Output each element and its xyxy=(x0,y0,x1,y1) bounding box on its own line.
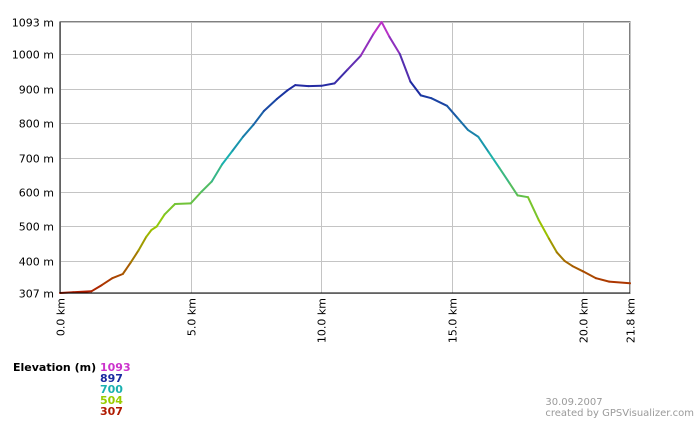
profile-segment xyxy=(189,191,203,205)
y-tick-label: 900 m xyxy=(19,84,54,97)
profile-segment xyxy=(111,273,124,280)
profile-segment xyxy=(409,80,422,97)
profile-segment xyxy=(477,135,490,154)
legend-value-1093: 1093 xyxy=(100,361,131,374)
x-tick-label: 5.0 km xyxy=(186,298,199,336)
x-tick-label: 21.8 km xyxy=(625,298,638,343)
profile-segment xyxy=(430,97,448,107)
y-tick-labels: 307 m 400 m 500 m 600 m 700 m 800 m 900 m 1000 … xyxy=(12,17,54,301)
profile-segment xyxy=(581,270,597,280)
profile-segment xyxy=(100,277,114,287)
profile-segment xyxy=(137,235,148,252)
y-tick-label: 1000 m xyxy=(12,49,54,62)
x-tick-label: 10.0 km xyxy=(316,298,329,343)
profile-segment xyxy=(595,277,611,283)
y-tick-label: 400 m xyxy=(19,256,54,269)
profile-segment xyxy=(388,35,401,56)
profile-segment xyxy=(129,249,140,264)
profile-segment xyxy=(276,89,289,100)
legend-value-504: 504 xyxy=(100,394,123,407)
profile-segment xyxy=(359,32,375,57)
credit-date: 30.09.2007 xyxy=(545,397,603,408)
profile-segment xyxy=(210,163,224,183)
profile-segment xyxy=(200,180,213,193)
x-tick-label: 15.0 km xyxy=(447,298,460,343)
elevation-profile-line xyxy=(59,21,631,294)
credit-text: 30.09.2007 created by GPSVisualizer.com xyxy=(545,397,694,419)
credit-source: created by GPSVisualizer.com xyxy=(545,408,694,419)
profile-segment xyxy=(221,149,234,166)
legend-title: Elevation (m) xyxy=(13,361,97,374)
profile-segment xyxy=(456,116,469,131)
profile-segment xyxy=(346,54,362,71)
profile-segment xyxy=(90,284,103,293)
y-tick-label: 600 m xyxy=(19,187,54,200)
profile-segment xyxy=(72,290,93,294)
profile-segment xyxy=(286,84,297,92)
profile-segment xyxy=(571,265,584,273)
y-tick-label: 700 m xyxy=(19,153,54,166)
profile-segment xyxy=(487,151,501,169)
profile-segment xyxy=(150,225,158,231)
profile-segment xyxy=(563,259,574,268)
profile-segment xyxy=(262,97,278,112)
legend-value-700: 700 xyxy=(100,383,123,396)
profile-segment xyxy=(516,194,529,199)
profile-segment xyxy=(145,228,153,238)
profile-segment xyxy=(547,237,558,254)
y-tick-label: 307 m xyxy=(19,288,54,301)
profile-segment xyxy=(163,203,176,216)
y-tick-label: 1093 m xyxy=(12,17,54,30)
profile-segment xyxy=(294,84,310,88)
profile-segment xyxy=(508,182,519,197)
profile-segment xyxy=(446,104,459,119)
profile-segment xyxy=(333,68,349,85)
profile-segment xyxy=(380,21,391,38)
profile-segment xyxy=(231,135,244,152)
profile-segment xyxy=(155,213,166,228)
y-tick-label: 500 m xyxy=(19,221,54,234)
profile-segment xyxy=(555,251,566,262)
x-tick-labels: 0.0 km 5.0 km 10.0 km 15.0 km 20.0 km 21.8 km xyxy=(55,298,638,343)
y-tick-label: 800 m xyxy=(19,118,54,131)
profile-segment xyxy=(398,53,412,83)
profile-segment xyxy=(252,110,265,126)
profile-segment xyxy=(320,82,336,87)
profile-segment xyxy=(174,202,192,205)
profile-segment xyxy=(121,261,132,275)
profile-segment xyxy=(419,94,433,100)
profile-segment xyxy=(466,128,480,138)
profile-segment xyxy=(498,166,511,185)
legend-value-897: 897 xyxy=(100,372,123,385)
x-tick-label: 0.0 km xyxy=(55,298,68,336)
legend-value-307: 307 xyxy=(100,405,123,418)
profile-segment xyxy=(537,218,550,240)
profile-segment xyxy=(242,123,255,138)
profile-segment xyxy=(372,21,383,35)
x-tick-label: 20.0 km xyxy=(578,298,591,343)
profile-segment xyxy=(527,196,540,221)
plot-area xyxy=(59,21,631,294)
profile-segment xyxy=(608,280,631,285)
